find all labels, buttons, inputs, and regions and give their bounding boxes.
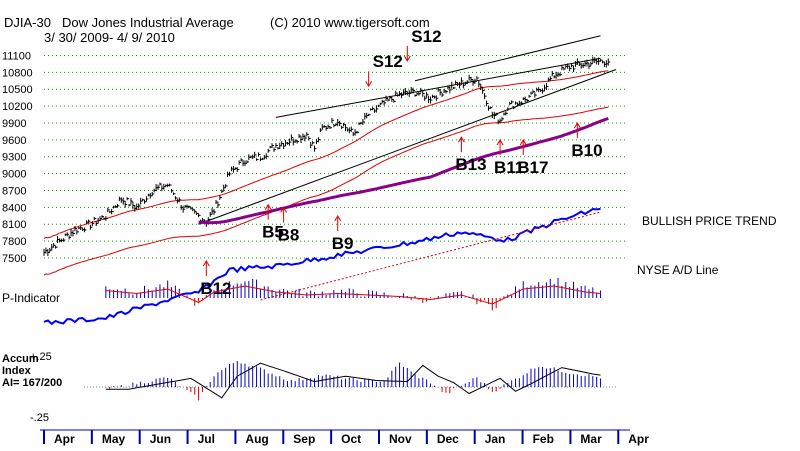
y-tick-label: 10800: [2, 67, 33, 79]
month-label: Apr: [54, 432, 75, 446]
month-label: Feb: [533, 432, 554, 446]
signal-arrowhead: [457, 136, 465, 143]
signal-arrowhead: [573, 122, 581, 129]
month-label: Jul: [198, 432, 215, 446]
signal-b12: B12: [200, 260, 232, 298]
signal-arrowhead: [202, 260, 210, 267]
trendline: [414, 35, 601, 82]
signal-b10: B10: [571, 122, 603, 160]
signal-arrowhead: [403, 55, 411, 62]
y-tick-label: 8400: [2, 202, 26, 214]
signal-arrowhead: [496, 139, 504, 146]
month-label: Aug: [245, 432, 268, 446]
signal-b11: B11: [494, 139, 524, 177]
ad-line: [43, 207, 601, 326]
accum-label-2: Index: [2, 365, 32, 377]
moving-average: [198, 116, 609, 225]
signal-label: B12: [200, 279, 231, 298]
accum-label-3: AI= 167/200: [2, 377, 62, 389]
signal-label: B13: [455, 155, 486, 174]
month-axis: Apr May Jun Jul Aug Sep Oct Nov Dec Jan Feb Mar Apr: [40, 429, 649, 446]
lower-band: [43, 106, 609, 276]
signal-label: B9: [332, 234, 354, 253]
month-label: Jan: [485, 432, 506, 446]
y-tick-label: 7500: [2, 253, 26, 265]
y-tick-label: 9900: [2, 118, 26, 130]
p-indicator-label: P-Indicator: [2, 291, 60, 305]
ma-line: [198, 116, 609, 225]
y-tick-label: 10200: [2, 101, 33, 113]
signal-label: B17: [517, 158, 548, 177]
month-label: Dec: [437, 432, 459, 446]
signal-label: S12: [411, 27, 441, 46]
price-grid: [44, 54, 626, 259]
ad-line-path: [43, 207, 601, 326]
signal-label: B11: [494, 158, 524, 177]
signal-b8: B8: [278, 206, 300, 245]
month-label: May: [102, 432, 126, 446]
signal-label: B5: [262, 223, 284, 242]
month-label: Jun: [150, 432, 171, 446]
month-label: Oct: [341, 432, 361, 446]
y-tick-label: 10500: [2, 84, 33, 96]
signal-label: B8: [278, 226, 300, 245]
signal-s12: S12: [365, 52, 403, 88]
accum-label-1: Accum: [2, 353, 39, 365]
y-tick-label: 8100: [2, 219, 26, 231]
signal-arrowhead: [365, 80, 373, 88]
upper-band: [43, 70, 609, 239]
chart-date-range: 3/ 30/ 2009- 4/ 9/ 2010: [44, 30, 175, 45]
chart-copyright: (C) 2010 www.tigersoft.com: [270, 15, 430, 30]
y-tick-label: 9000: [2, 169, 26, 181]
signal-arrowhead: [264, 203, 272, 210]
signal-b17: B17: [517, 139, 548, 177]
ad-trendline: [260, 211, 601, 301]
signal-b9: B9: [332, 215, 354, 253]
month-label: Nov: [389, 432, 412, 446]
signal-b5: B5: [262, 203, 284, 242]
signal-arrowhead: [519, 139, 527, 146]
signal-arrowhead: [334, 215, 342, 222]
month-label: Apr: [628, 432, 649, 446]
price-y-axis: 11100 10800 10500 10200 9900 9600 9300 9000 8700…: [2, 50, 33, 265]
trendline: [198, 69, 617, 225]
signal-label: B10: [571, 141, 602, 160]
y-tick-label: 11100: [2, 50, 31, 62]
accum-hi-label: +.25: [30, 351, 52, 363]
price-bars: [43, 56, 611, 257]
chart-title: Dow Jones Industrial Average: [62, 15, 234, 30]
y-tick-label: 9600: [2, 135, 26, 147]
trendlines: [198, 35, 617, 225]
y-tick-label: 9300: [2, 152, 26, 164]
y-tick-label: 8700: [2, 185, 26, 197]
accum-index-panel: [84, 361, 616, 401]
accum-lo-label: -.25: [30, 412, 49, 424]
month-label: Mar: [580, 432, 602, 446]
signal-b13: B13: [455, 136, 487, 174]
trendline: [275, 57, 601, 118]
month-label: Sep: [293, 432, 315, 446]
ad-line-label: NYSE A/D Line: [637, 263, 719, 277]
accum-ma: [105, 362, 601, 399]
p-indicator-ma: [105, 285, 601, 305]
signal-s12: S12: [403, 27, 442, 62]
bollinger-bands: [43, 70, 609, 276]
p-indicator-panel: [105, 277, 602, 311]
y-tick-label: 7800: [2, 236, 26, 248]
trend-label: BULLISH PRICE TREND: [642, 214, 777, 228]
chart-symbol: DJIA-30: [4, 15, 51, 30]
signal-label: S12: [373, 52, 403, 71]
signal-arrowhead: [280, 206, 288, 213]
